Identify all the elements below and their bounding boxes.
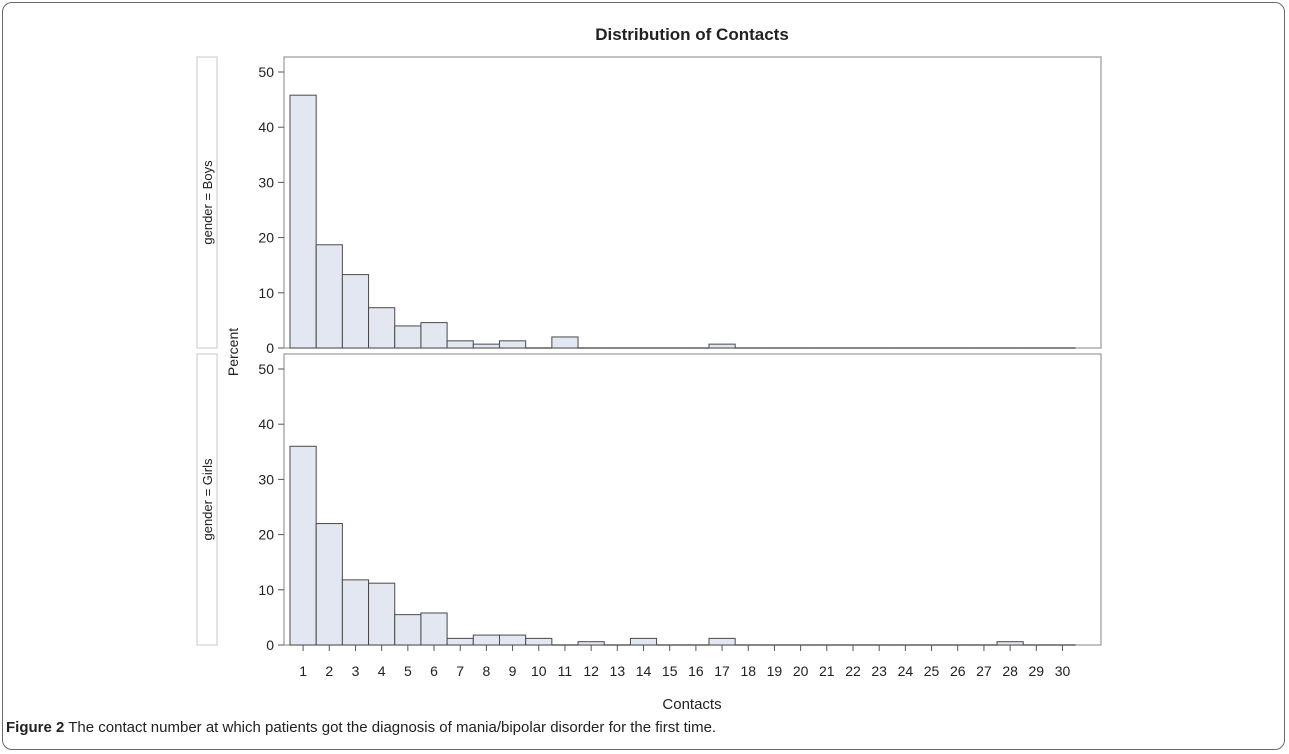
bar xyxy=(394,614,422,646)
y-tick-label: 40 xyxy=(258,416,274,432)
bar xyxy=(341,274,370,349)
histogram-chart: Distribution of Contacts Percent gender = … xyxy=(196,25,1102,712)
y-tick-label: 50 xyxy=(258,361,274,377)
x-tick-label: 11 xyxy=(558,663,573,679)
bar xyxy=(315,523,343,646)
x-tick-label: 1 xyxy=(299,663,307,679)
y-tick-label: 30 xyxy=(258,471,274,487)
x-tick-label: 7 xyxy=(456,663,464,679)
x-tick-label: 5 xyxy=(404,663,412,679)
x-tick-label: 6 xyxy=(430,663,438,679)
x-tick-label: 2 xyxy=(325,663,333,679)
y-tick-label: 40 xyxy=(258,119,274,135)
x-tick-label: 19 xyxy=(767,663,783,679)
x-tick-label: 10 xyxy=(531,663,547,679)
panel-strip-2 xyxy=(196,353,218,646)
y-tick-label: 20 xyxy=(258,527,274,543)
x-tick-label: 20 xyxy=(793,663,809,679)
x-tick-label: 4 xyxy=(378,663,386,679)
x-tick-label: 16 xyxy=(688,663,704,679)
y-tick-label: 0 xyxy=(266,637,274,653)
caption-text: The contact number at which patients got… xyxy=(64,719,717,736)
y-tick-label: 20 xyxy=(258,230,274,246)
bar xyxy=(472,634,500,646)
panel-plot-area-1 xyxy=(283,56,1102,349)
bar xyxy=(996,641,1024,646)
x-tick-label: 27 xyxy=(976,663,992,679)
y-tick-label: 30 xyxy=(258,174,274,190)
bar xyxy=(446,340,474,349)
bar xyxy=(446,637,474,646)
y-tick-label: 10 xyxy=(258,582,274,598)
x-tick-label: 8 xyxy=(482,663,490,679)
x-tick-label: 29 xyxy=(1029,663,1045,679)
x-tick-label: 28 xyxy=(1002,663,1018,679)
bar xyxy=(629,637,658,646)
bar xyxy=(708,637,736,646)
x-tick-label: 12 xyxy=(583,663,599,679)
bar xyxy=(498,340,527,349)
x-tick-label: 23 xyxy=(871,663,887,679)
bar xyxy=(289,445,317,646)
y-axis-label: Percent xyxy=(225,328,241,376)
x-tick-label: 24 xyxy=(898,663,914,679)
x-tick-label: 22 xyxy=(845,663,861,679)
panel-label-2: gender = Girls xyxy=(200,458,215,541)
bar xyxy=(368,307,396,349)
bar xyxy=(472,343,500,349)
bar xyxy=(498,634,527,646)
bar xyxy=(368,582,396,646)
panel-plot-area-2 xyxy=(283,353,1102,646)
x-tick-label: 25 xyxy=(924,663,940,679)
x-tick-label: 9 xyxy=(509,663,517,679)
x-tick-label: 3 xyxy=(352,663,360,679)
x-axis-label: Contacts xyxy=(662,696,721,712)
figure-caption: Figure 2 The contact number at which pat… xyxy=(6,719,716,736)
x-tick-label: 26 xyxy=(950,663,966,679)
panel-strip-1 xyxy=(196,56,218,349)
bar xyxy=(525,637,553,646)
bar xyxy=(420,612,448,646)
panel-label-1: gender = Boys xyxy=(200,160,215,245)
x-tick-label: 13 xyxy=(610,663,626,679)
y-tick-label: 50 xyxy=(258,64,274,80)
caption-label: Figure 2 xyxy=(6,719,65,736)
x-tick-label: 15 xyxy=(662,663,678,679)
bar xyxy=(394,325,422,349)
chart-title: Distribution of Contacts xyxy=(595,25,789,44)
bar xyxy=(315,244,343,349)
x-tick-label: 17 xyxy=(714,663,730,679)
y-tick-label: 0 xyxy=(266,340,274,356)
y-tick-label: 10 xyxy=(258,285,274,301)
x-tick-label: 18 xyxy=(740,663,756,679)
bar xyxy=(289,94,317,349)
x-tick-label: 21 xyxy=(819,663,835,679)
bar xyxy=(420,322,448,349)
x-tick-label: 30 xyxy=(1055,663,1071,679)
x-tick-label: 14 xyxy=(636,663,652,679)
bar xyxy=(708,343,736,349)
bar xyxy=(551,336,579,349)
bar xyxy=(577,641,605,646)
bar xyxy=(341,579,370,646)
